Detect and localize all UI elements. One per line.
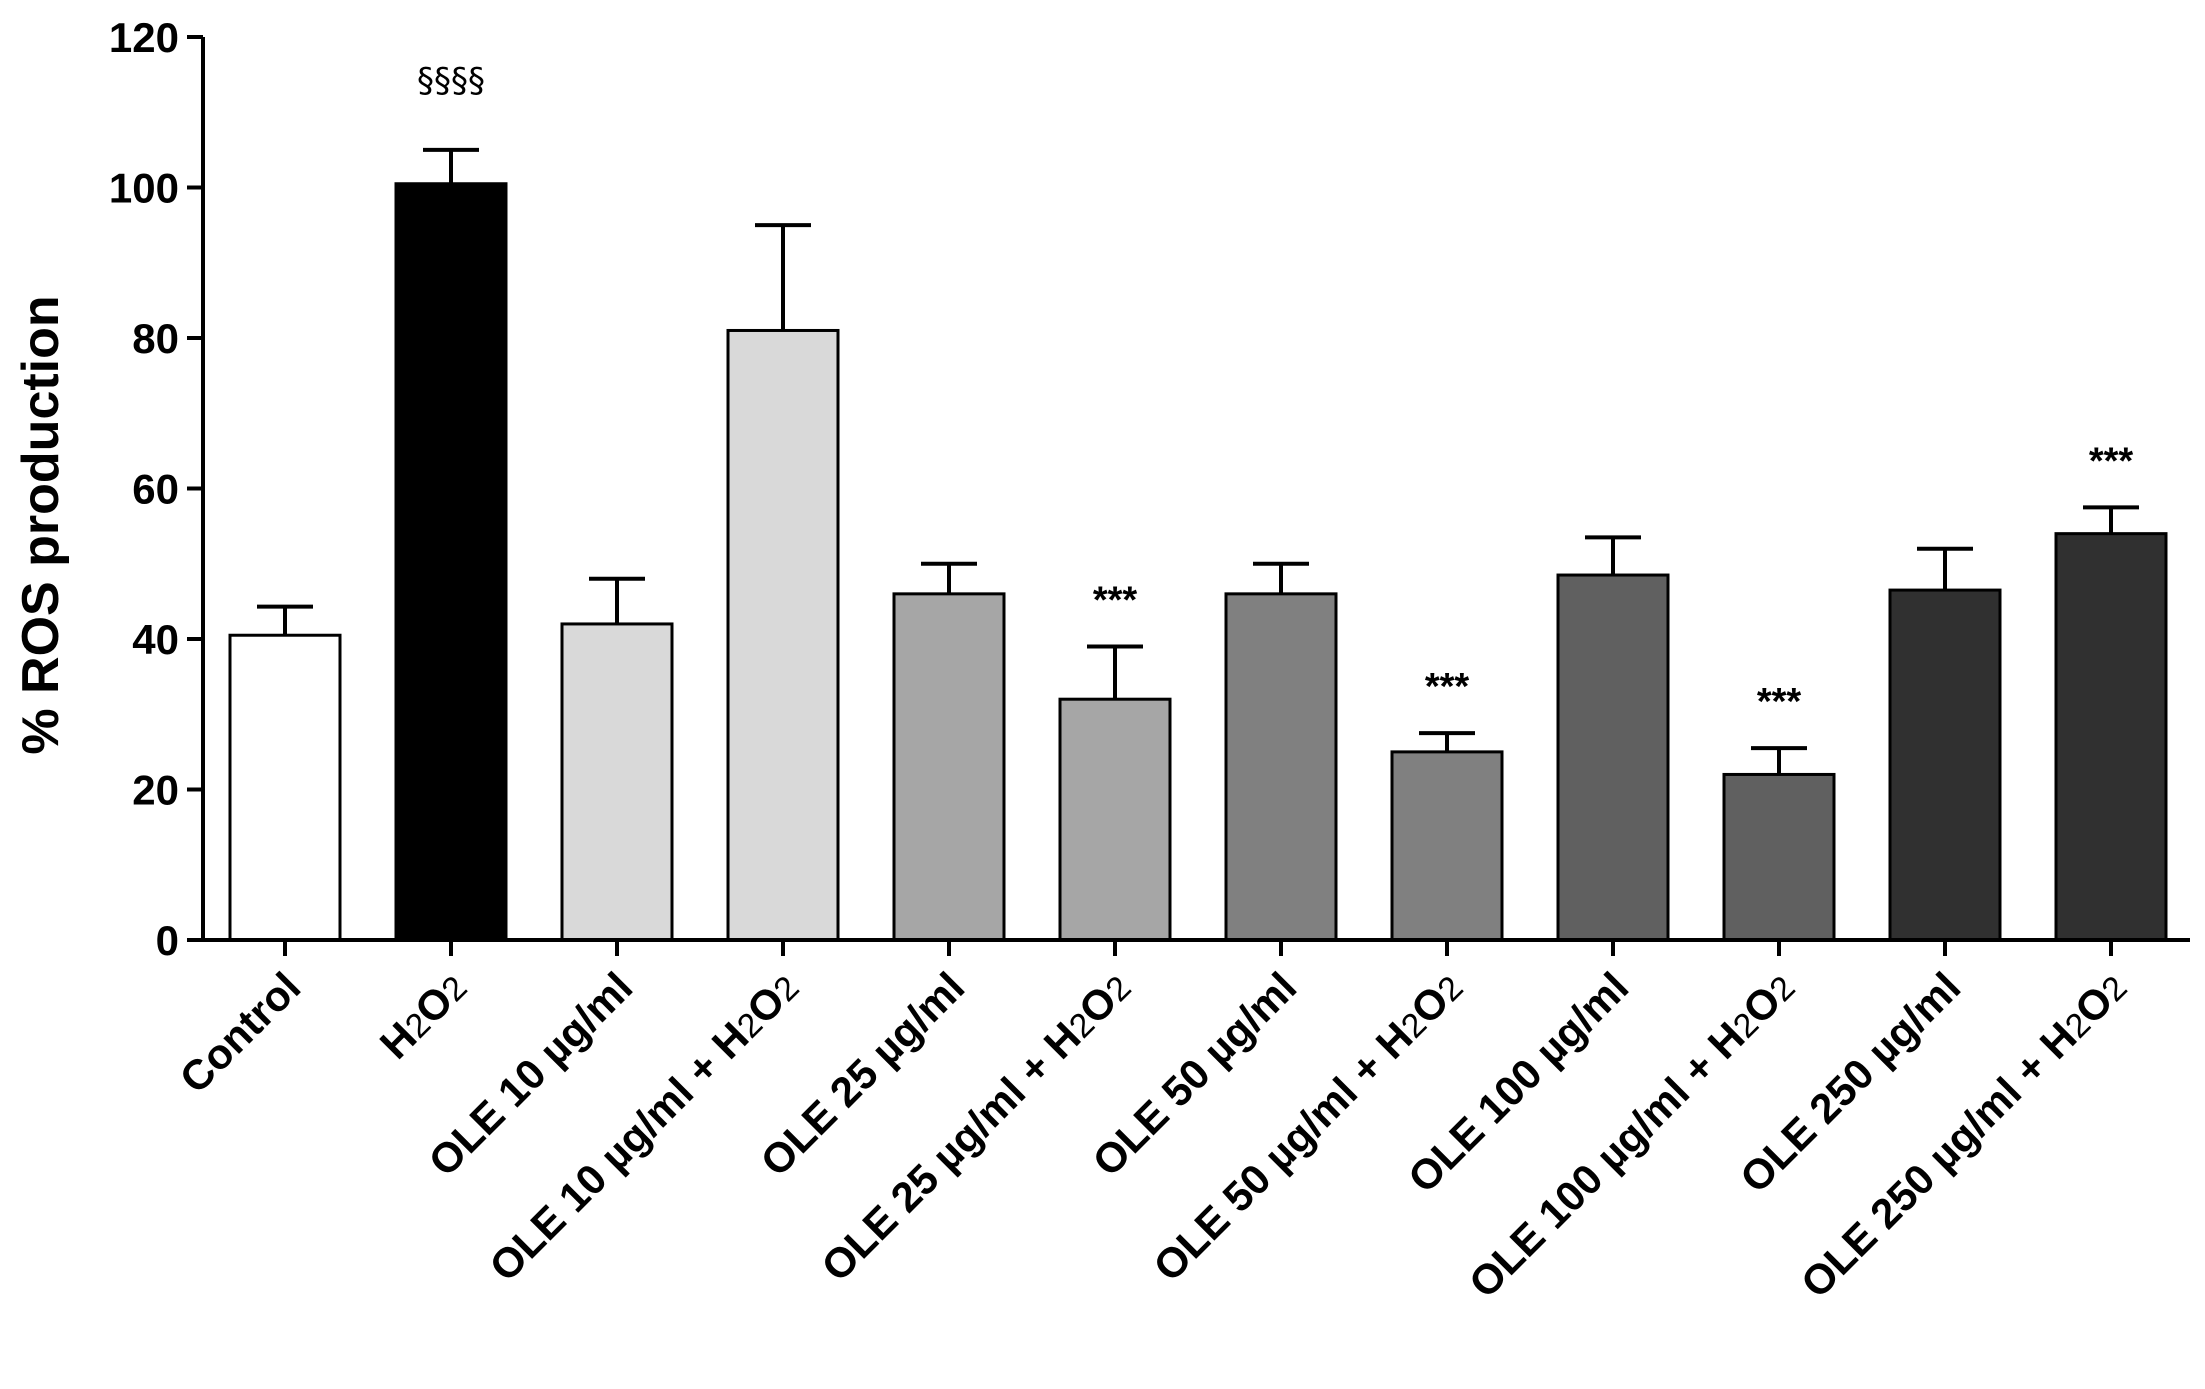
significance-annotations: §§§§ *** *** *** ***	[417, 61, 2133, 723]
bar	[1556, 573, 1670, 942]
y-tick-label: 20	[132, 767, 179, 814]
bar	[1390, 750, 1504, 942]
bar	[1722, 772, 1836, 942]
bar	[228, 633, 342, 942]
bar	[892, 592, 1006, 942]
y-tick-label: 120	[109, 14, 179, 61]
x-tick-label: Control	[171, 963, 310, 1102]
x-tick-label: OLE 250 µg/ml + H2O2	[1792, 963, 2136, 1307]
significance-marker: ***	[1093, 580, 1138, 622]
bars	[228, 182, 2168, 942]
y-tick-label: 80	[132, 315, 179, 362]
x-tick-label: OLE 100 µg/ml + H2O2	[1460, 963, 1804, 1307]
x-tick-label: OLE 50 µg/ml + H2O2	[1144, 963, 1471, 1290]
x-tick-label: H2O2	[371, 963, 476, 1068]
y-tick-label: 40	[132, 616, 179, 663]
bar	[560, 622, 674, 942]
y-tick-label: 0	[156, 917, 179, 964]
y-axis: 0 20 40 60 80 100 120	[109, 14, 205, 964]
x-tick-label: OLE 10 µg/ml + H2O2	[480, 963, 807, 1290]
significance-marker: §§§§	[417, 61, 485, 101]
bar	[2054, 532, 2168, 942]
x-axis	[203, 938, 2190, 956]
error-bars	[257, 147, 2139, 775]
bar	[1058, 697, 1172, 942]
bar	[1224, 592, 1338, 942]
significance-marker: ***	[1425, 666, 1470, 708]
significance-marker: ***	[1757, 681, 1802, 723]
x-tick-label: OLE 25 µg/ml + H2O2	[812, 963, 1139, 1290]
y-axis-title: % ROS production	[12, 295, 70, 754]
bar	[394, 182, 508, 942]
y-tick-label: 100	[109, 165, 179, 212]
significance-marker: ***	[2089, 440, 2134, 482]
y-tick-label: 60	[132, 466, 179, 513]
bar	[1888, 588, 2002, 942]
bar	[726, 328, 840, 942]
